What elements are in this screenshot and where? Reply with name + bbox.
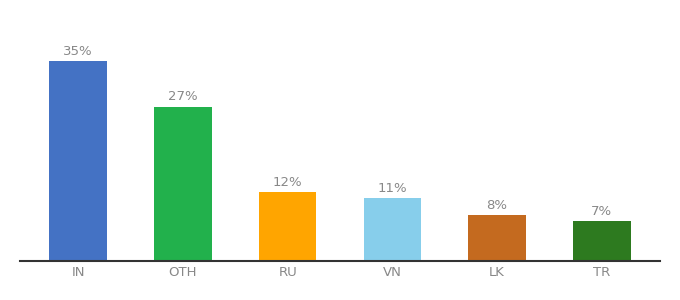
Bar xyxy=(469,215,526,261)
Text: 12%: 12% xyxy=(273,176,303,189)
Bar xyxy=(364,198,421,261)
Bar xyxy=(154,107,211,261)
Text: 11%: 11% xyxy=(377,182,407,195)
Bar xyxy=(50,61,107,261)
Text: 8%: 8% xyxy=(487,199,507,212)
Text: 35%: 35% xyxy=(63,45,93,58)
Text: 27%: 27% xyxy=(168,90,198,103)
Bar xyxy=(259,192,316,261)
Bar xyxy=(573,221,630,261)
Text: 7%: 7% xyxy=(591,205,612,218)
